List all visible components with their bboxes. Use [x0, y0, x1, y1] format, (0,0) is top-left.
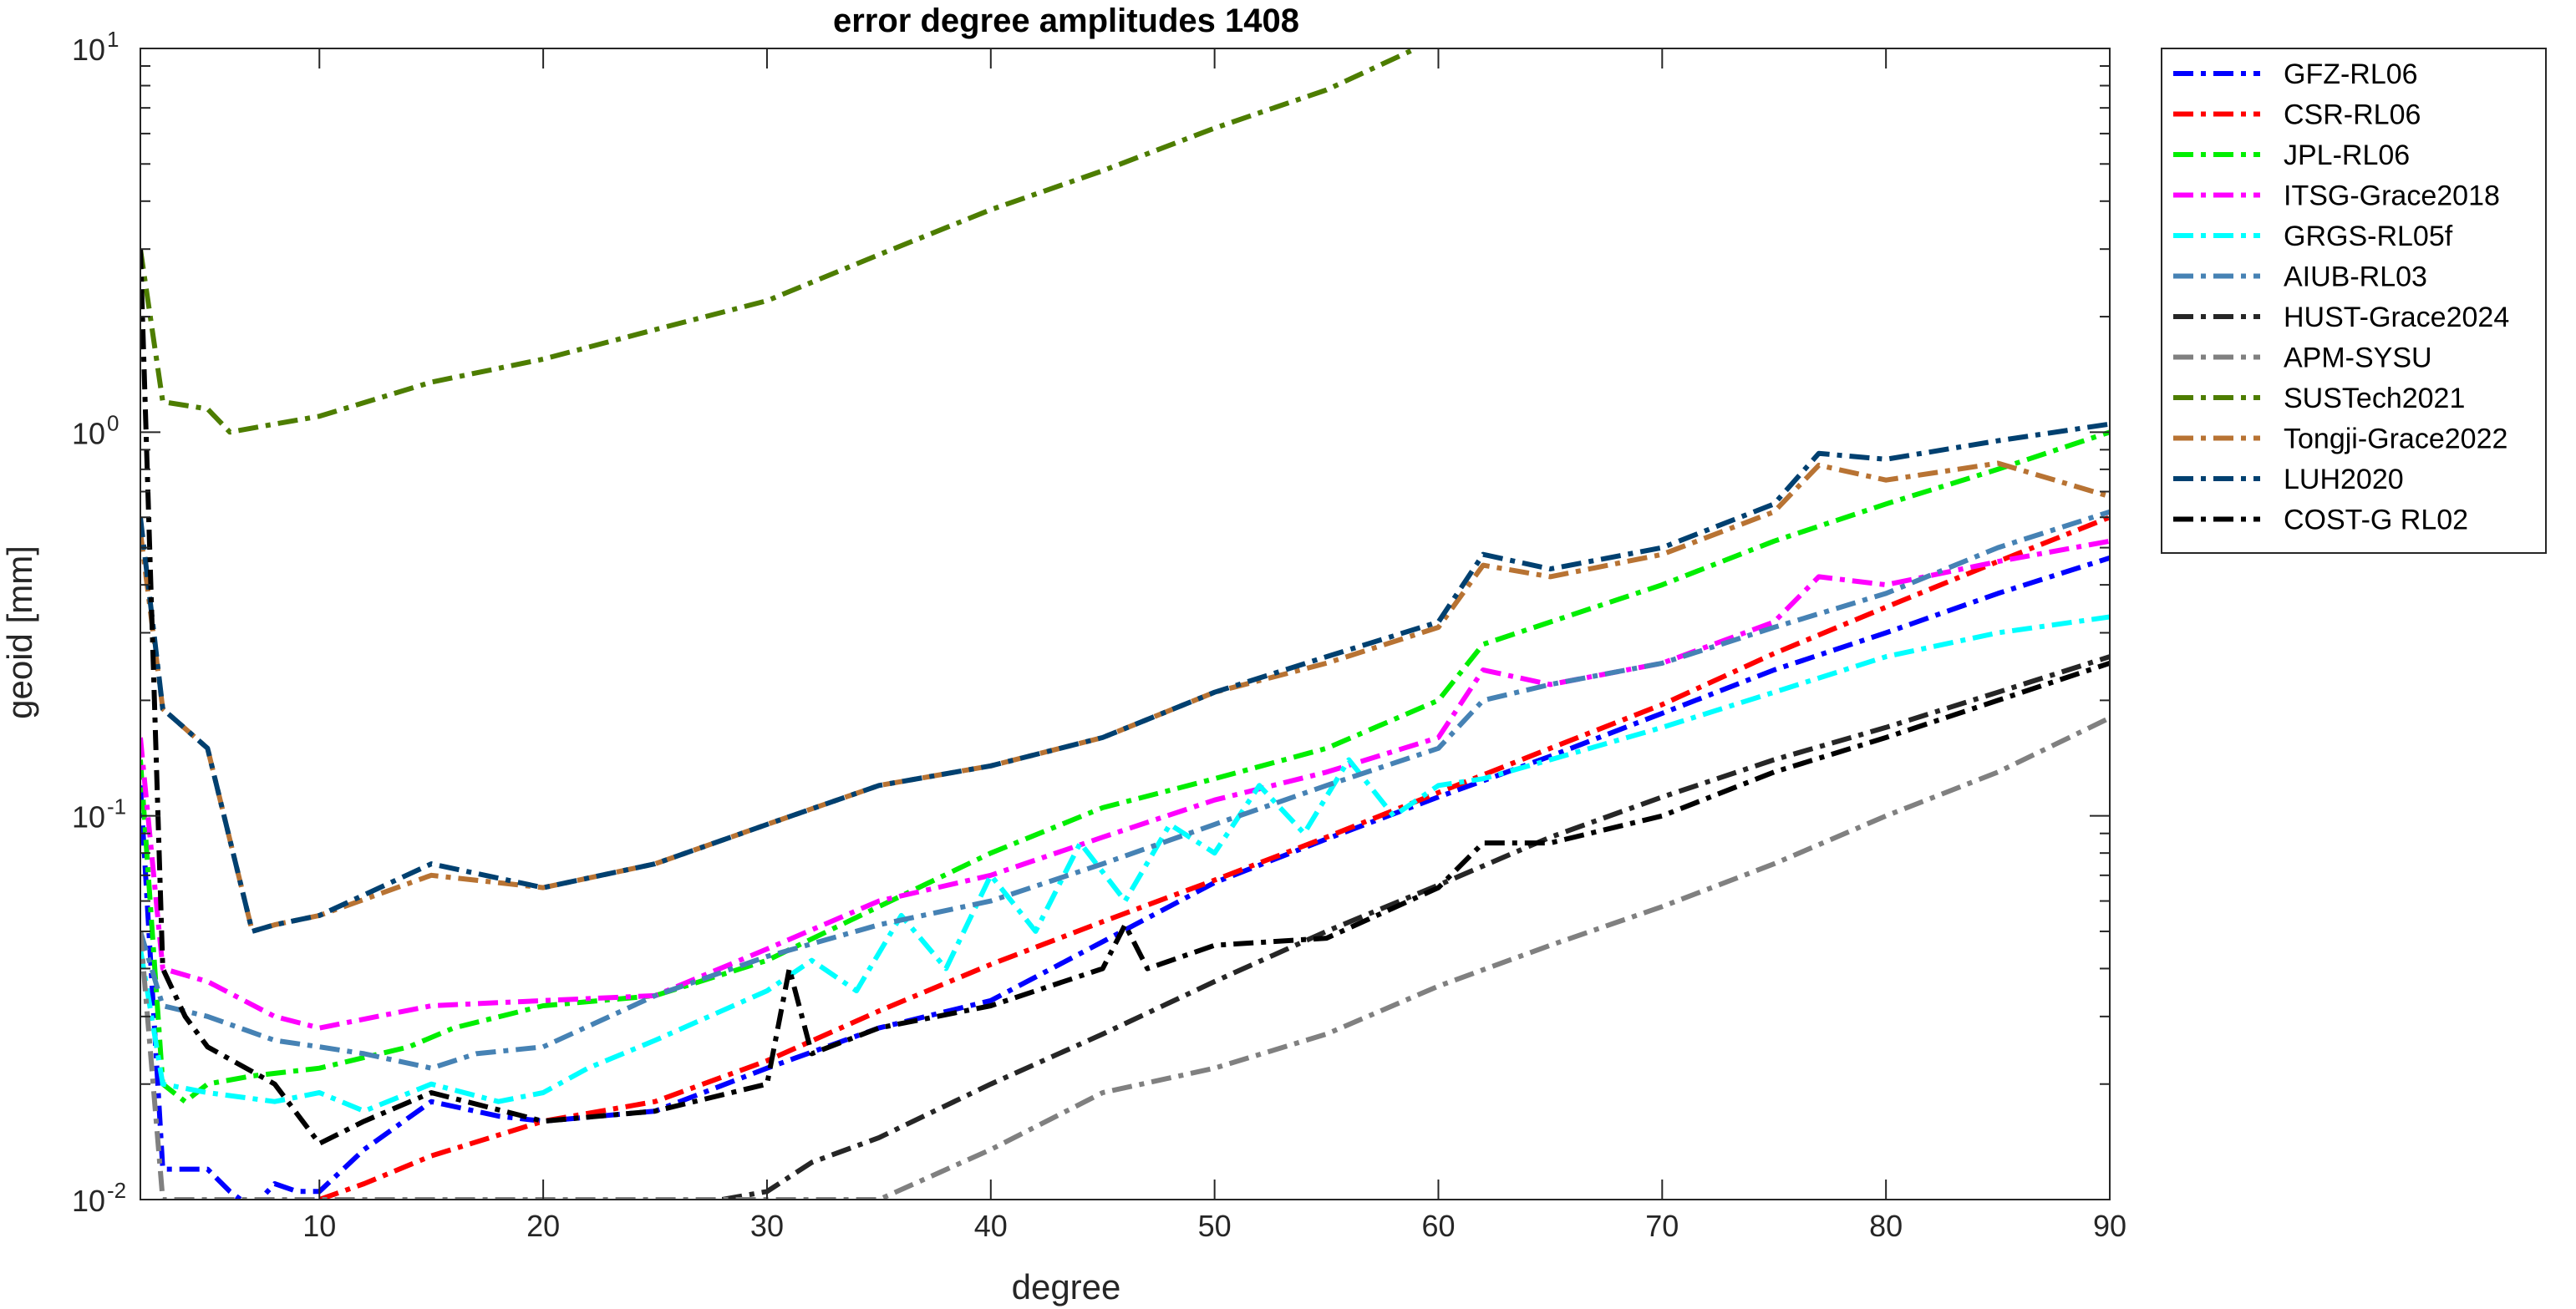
series-line-aiub-rl03	[140, 509, 2110, 1071]
legend-label: AIUB-RL03	[2284, 261, 2427, 293]
legend-label: APM-SYSU	[2284, 342, 2432, 374]
series-line-apm-sysu	[140, 715, 2110, 1200]
y-tick-exponent: -2	[107, 1178, 126, 1203]
series-line-sustech2021	[140, 48, 1417, 435]
legend: GFZ-RL06 CSR-RL06 JPL-RL06 ITSG-Grace2018 GR…	[2161, 48, 2547, 554]
legend-box	[2161, 48, 2547, 554]
x-tick-label: 80	[1869, 1209, 1903, 1243]
legend-label: CSR-RL06	[2284, 99, 2421, 131]
x-tick-label: 30	[750, 1209, 784, 1243]
series-lines	[140, 48, 2110, 1200]
chart-title: error degree amplitudes 1408	[833, 3, 1299, 39]
legend-label: Tongji-Grace2022	[2284, 424, 2507, 455]
y-tick-label: 10	[72, 800, 105, 835]
y-tick-exponent: -1	[107, 794, 126, 819]
x-tick-label: 90	[2093, 1209, 2126, 1243]
axes-box	[140, 48, 2111, 1200]
x-axis-label: degree	[1012, 1267, 1121, 1306]
x-tick-label: 20	[526, 1209, 560, 1243]
y-axis-label: geoid [mm]	[0, 545, 39, 719]
legend-label: COST-G RL02	[2284, 505, 2468, 536]
y-tick-exponent: 1	[107, 27, 119, 52]
legend-label: ITSG-Grace2018	[2284, 180, 2500, 212]
legend-label: HUST-Grace2024	[2284, 302, 2509, 333]
legend-label: GFZ-RL06	[2284, 58, 2418, 90]
y-tick-exponent: 0	[107, 410, 119, 435]
series-line-itsg-grace2018	[140, 538, 2110, 1031]
series-line-jpl-rl06	[140, 429, 2110, 1104]
y-tick-label: 10	[72, 33, 105, 67]
y-tick-label: 10	[72, 1184, 105, 1218]
x-tick-label: 10	[302, 1209, 336, 1243]
series-line-luh2020	[140, 421, 2110, 934]
y-tick-label: 10	[72, 416, 105, 450]
legend-label: JPL-RL06	[2284, 140, 2410, 171]
x-tick-label: 60	[1421, 1209, 1455, 1243]
x-tick-label: 50	[1198, 1209, 1232, 1243]
series-line-hust-grace2024	[721, 654, 2110, 1200]
series-line-cost-g-rl02	[140, 249, 2110, 1146]
x-tick-label: 40	[974, 1209, 1008, 1243]
x-tick-label: 70	[1645, 1209, 1679, 1243]
series-line-csr-rl06	[318, 515, 2110, 1200]
legend-label: LUH2020	[2284, 464, 2404, 495]
legend-label: SUSTech2021	[2284, 383, 2465, 414]
series-line-grgs-rl05f	[140, 614, 2110, 1114]
legend-label: GRGS-RL05f	[2284, 221, 2453, 252]
